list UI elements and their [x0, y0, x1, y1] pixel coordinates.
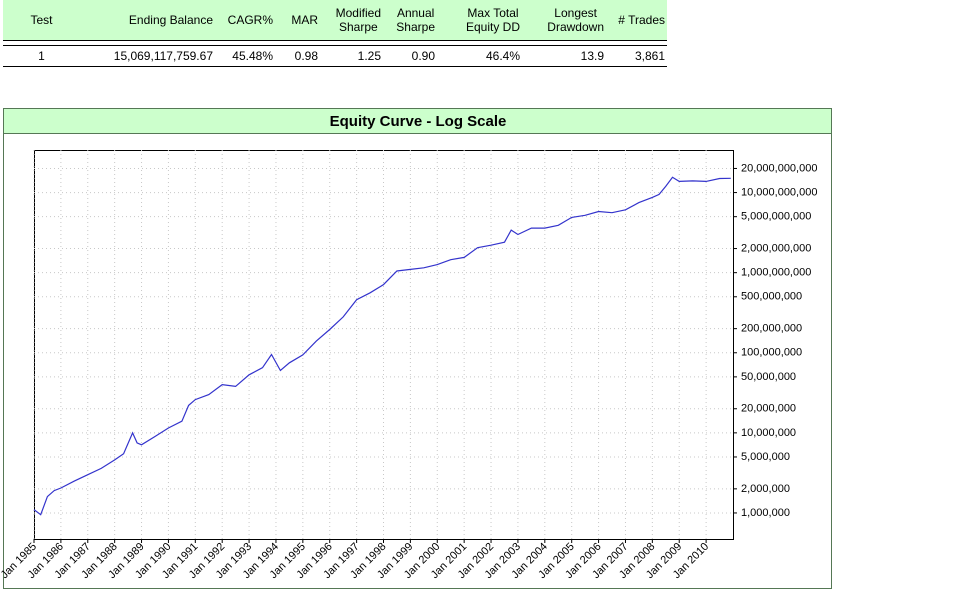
data-cell: 1	[38, 49, 45, 63]
data-cell: 1.25	[357, 49, 381, 63]
y-tick-label: 2,000,000,000	[741, 242, 811, 254]
header-cell: Max Total Equity DD	[465, 6, 520, 34]
y-tick-label: 5,000,000	[741, 451, 790, 463]
y-tick-label: 10,000,000	[741, 427, 796, 439]
y-tick-label: 1,000,000	[741, 507, 790, 519]
y-tick-label: 20,000,000	[741, 403, 796, 415]
y-tick-label: 10,000,000,000	[741, 186, 817, 198]
y-tick-label: 500,000,000	[741, 291, 802, 303]
header-cell: Test	[30, 13, 53, 27]
y-tick-label: 1,000,000,000	[741, 267, 811, 279]
y-tick-label: 20,000,000,000	[741, 162, 817, 174]
data-cell: 15,069,117,759.67	[113, 49, 213, 63]
header-cell: Modified Sharpe	[335, 6, 381, 34]
plot-area	[34, 150, 734, 540]
data-cell: 13.9	[580, 49, 604, 63]
header-row: Test Ending Balance CAGR% MAR Modified Sharp…	[3, 0, 667, 41]
y-tick-label: 2,000,000	[741, 483, 790, 495]
y-tick-label: 5,000,000,000	[741, 211, 811, 223]
data-cell: 0.90	[411, 49, 435, 63]
header-cell: Ending Balance	[128, 13, 213, 27]
results-table: Test Ending Balance CAGR% MAR Modified Sharp…	[3, 0, 667, 67]
y-tick-label: 200,000,000	[741, 323, 802, 335]
header-cell: MAR	[291, 13, 318, 27]
chart-title: Equity Curve - Log Scale	[330, 113, 507, 130]
header-cell: Annual Sharpe	[396, 6, 435, 34]
y-tick-label: 100,000,000	[741, 347, 802, 359]
header-cell: CAGR%	[227, 13, 273, 27]
title-bar	[4, 109, 831, 133]
equity-line	[33, 176, 731, 516]
data-row: 1 15,069,117,759.67 45.48% 0.98 1.25 0.90 46.4…	[3, 46, 667, 67]
data-cell: 0.98	[294, 49, 318, 63]
data-cell: 3,861	[634, 49, 665, 63]
y-tick-label: 50,000,000	[741, 371, 796, 383]
header-separator	[3, 41, 667, 46]
data-cell: 45.48%	[232, 49, 273, 63]
header-cell: Longest Drawdown	[547, 6, 604, 34]
header-cell: # Trades	[618, 13, 665, 27]
data-cell: 46.4%	[485, 49, 520, 63]
